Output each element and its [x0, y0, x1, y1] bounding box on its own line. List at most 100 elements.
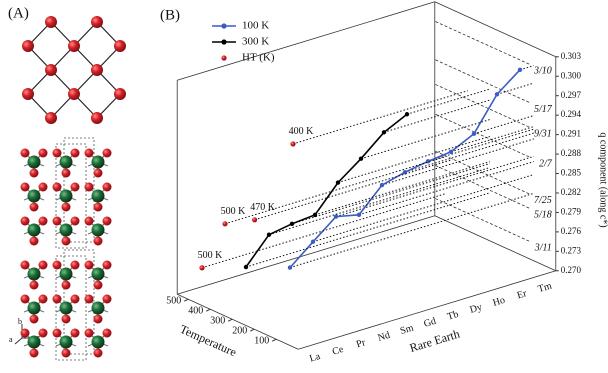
fraction-line: [435, 198, 529, 241]
y-tick-label: 0.288: [561, 148, 582, 158]
data-point: [252, 217, 257, 222]
atom: [60, 268, 73, 281]
atom: [85, 295, 94, 304]
data-point: [472, 132, 476, 136]
atom: [103, 183, 112, 192]
atom: [85, 183, 94, 192]
legend-label: HT (K): [242, 52, 275, 64]
data-point: [405, 112, 409, 116]
atom: [71, 329, 80, 338]
data-label: 500 K: [198, 250, 224, 261]
atom: [94, 203, 103, 212]
atom: [71, 261, 80, 270]
data-label: 500 K: [221, 206, 247, 217]
projection-line: [225, 157, 446, 224]
atom: [53, 217, 62, 226]
atom: [103, 217, 112, 226]
projection-line: [384, 100, 490, 132]
panel-a: (A) b a c: [8, 5, 126, 360]
atom: [39, 183, 48, 192]
axis-label: b: [18, 317, 22, 326]
fraction-label: 9/31: [534, 128, 552, 139]
z-tick: [250, 329, 254, 331]
atom: [30, 281, 39, 290]
x-tick-label: Gd: [422, 316, 437, 330]
atom: [62, 281, 71, 290]
atom: [85, 329, 94, 338]
z-tick: [272, 339, 276, 341]
axis-label: a: [9, 335, 13, 344]
x-tick-label: Tb: [446, 309, 460, 323]
atom: [21, 183, 30, 192]
panel-b: (B)0.2700.2730.2760.2790.2820.2850.2880.…: [160, 2, 608, 365]
atom: [60, 224, 73, 237]
projection-line: [313, 175, 534, 242]
fraction-label: 5/17: [534, 104, 553, 115]
atom: [39, 329, 48, 338]
atom: [62, 237, 71, 246]
z-tick-label: 400: [188, 305, 203, 316]
atom: [68, 88, 80, 100]
z-tick-label: 300: [210, 315, 225, 326]
z-axis-title: Temperature: [178, 322, 239, 359]
atom: [28, 302, 41, 315]
x-tick-label: Ce: [331, 344, 345, 358]
data-point: [334, 214, 338, 218]
axis-arrow: [15, 338, 22, 344]
atom: [103, 261, 112, 270]
atom: [62, 203, 71, 212]
atom: [22, 88, 34, 100]
legend-label: 300 K: [242, 36, 269, 48]
atom: [71, 149, 80, 158]
data-point: [336, 180, 340, 184]
atom: [53, 149, 62, 158]
data-point: [311, 240, 315, 244]
projection-line: [451, 127, 534, 152]
data-point: [518, 68, 522, 72]
atom: [68, 40, 80, 52]
atom: [53, 329, 62, 338]
atom: [85, 149, 94, 158]
atom: [60, 156, 73, 169]
x-tick-label: Ho: [491, 295, 506, 309]
x-tick-label: Nd: [376, 330, 391, 344]
atom: [114, 88, 126, 100]
y-tick-label: 0.282: [561, 187, 581, 197]
atom: [39, 217, 48, 226]
atom: [91, 64, 103, 76]
data-point: [267, 233, 271, 237]
fraction-label: 3/11: [534, 243, 552, 254]
figure: (A) b a c (B)0.2700.2730.2760.2790.2820.…: [0, 0, 608, 373]
legend-label: 100 K: [242, 20, 269, 32]
z-tick: [206, 309, 210, 311]
atom: [30, 349, 39, 358]
atom: [92, 190, 105, 203]
data-point: [380, 183, 384, 187]
atom: [30, 315, 39, 324]
fraction-label: 2/7: [539, 158, 553, 169]
atom: [21, 261, 30, 270]
y-tick-label: 0.279: [561, 206, 582, 216]
atom: [39, 261, 48, 270]
atom: [45, 112, 57, 124]
atom: [92, 302, 105, 315]
legend-marker: [221, 39, 226, 44]
atom: [85, 217, 94, 226]
atom: [30, 203, 39, 212]
atom: [103, 149, 112, 158]
atom: [91, 112, 103, 124]
y-tick-label: 0.294: [561, 109, 582, 119]
projection-line: [361, 120, 490, 159]
atom: [92, 224, 105, 237]
atom: [21, 295, 30, 304]
fraction-label: 3/10: [533, 66, 552, 77]
y-tick-label: 0.270: [561, 265, 582, 275]
x-tick-label: Tm: [537, 280, 554, 295]
fraction-line: [435, 151, 529, 194]
atom: [39, 149, 48, 158]
atom: [28, 224, 41, 237]
atom: [94, 315, 103, 324]
atom: [45, 16, 57, 28]
fraction-label: 5/18: [534, 210, 552, 221]
atom: [91, 16, 103, 28]
